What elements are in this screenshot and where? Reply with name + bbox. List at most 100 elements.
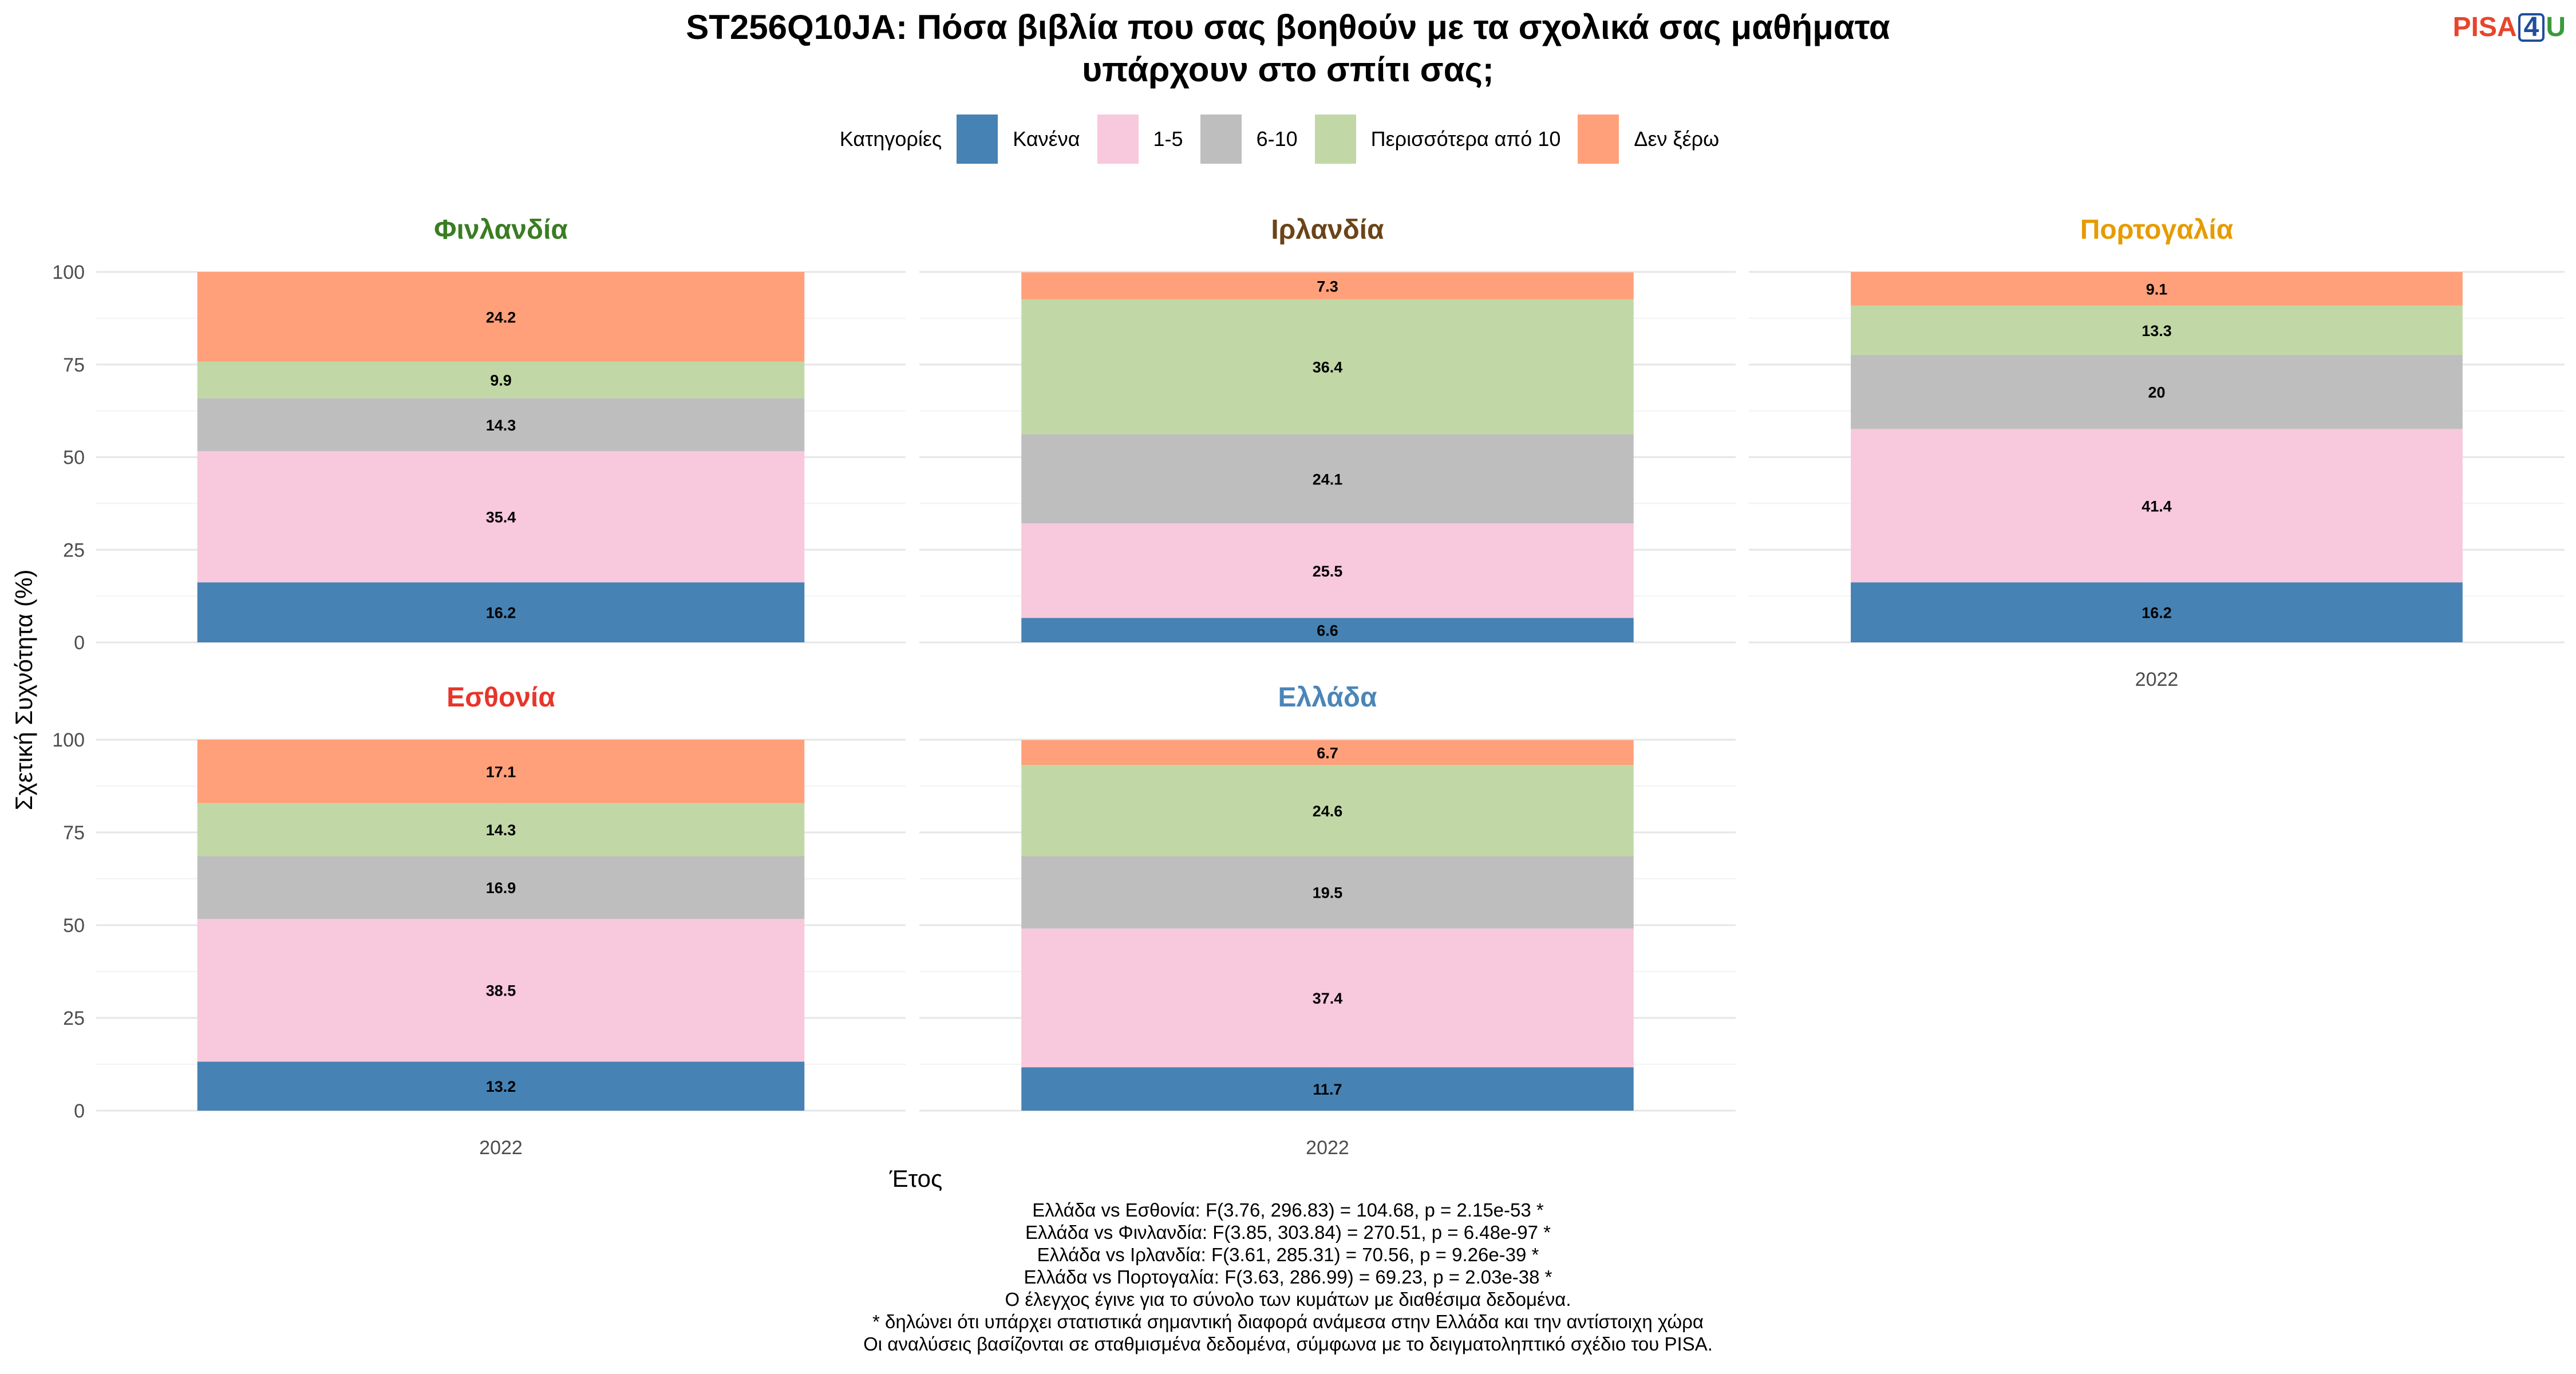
- panel-0-y-tick-label-4: 100: [52, 262, 85, 283]
- panel-4-bar-segment-2: [1021, 856, 1634, 929]
- panel-0-y-tick-label-0: 0: [74, 632, 85, 654]
- note-line-2: Ελλάδα vs Ιρλανδία: F(3.61, 285.31) = 70…: [1037, 1244, 1539, 1265]
- logo-text-four: 4: [2518, 13, 2545, 42]
- panel-3-y-tick-label-2: 50: [63, 915, 85, 937]
- panel-1-data-label-4: 7.3: [1317, 278, 1338, 295]
- panel-0-bar-segment-1: [197, 451, 805, 583]
- panel-4-data-label-4: 6.7: [1317, 744, 1338, 761]
- legend-item-1: 1-5: [1097, 114, 1183, 164]
- legend-item-2: 6-10: [1200, 114, 1298, 164]
- panel-4-data-label-2: 19.5: [1313, 885, 1343, 902]
- x-axis-title: Έτος: [889, 1165, 943, 1192]
- panel-4-title: Ελλάδα: [1278, 682, 1377, 713]
- note-line-0: Ελλάδα vs Εσθονία: F(3.76, 296.83) = 104…: [1032, 1199, 1544, 1221]
- panel-3-y-tick-label-3: 75: [63, 822, 85, 844]
- legend-label-2: 6-10: [1256, 127, 1298, 151]
- panel-2-x-tick-label: 2022: [2135, 669, 2179, 690]
- panel-4-bar-segment-4: [1021, 740, 1634, 765]
- note-line-1: Ελλάδα vs Φινλανδία: F(3.85, 303.84) = 2…: [1025, 1222, 1551, 1243]
- panel-2-data-label-1: 41.4: [2142, 498, 2172, 515]
- legend-swatch-4: [1578, 114, 1619, 164]
- legend-label-1: 1-5: [1153, 127, 1183, 151]
- panel-3-data-label-0: 13.2: [486, 1078, 516, 1095]
- legend-label-4: Δεν ξέρω: [1634, 127, 1720, 151]
- panel-1-title: Ιρλανδία: [1271, 215, 1384, 245]
- legend-item-4: Δεν ξέρω: [1578, 114, 1719, 164]
- panel-2-bar-segment-4: [1851, 272, 2463, 306]
- panel-3-y-tick-label-1: 25: [63, 1008, 85, 1029]
- panel-0-bar-segment-4: [197, 272, 805, 362]
- legend-swatch-1: [1097, 114, 1139, 164]
- note-line-3: Ελλάδα vs Πορτογαλία: F(3.63, 286.99) = …: [1024, 1266, 1552, 1288]
- panel-1-data-label-0: 6.6: [1317, 622, 1338, 639]
- panel-3-data-label-4: 17.1: [486, 763, 516, 780]
- panel-4-bar-segment-1: [1021, 928, 1634, 1068]
- panel-0-data-label-4: 24.2: [486, 309, 516, 326]
- panel-1-data-label-2: 24.1: [1313, 471, 1343, 488]
- panel-3-y-tick-label-0: 0: [74, 1100, 85, 1122]
- panel-2-data-label-2: 20: [2148, 384, 2165, 401]
- chart-title-line-2: υπάρχουν στο σπίτι σας;: [1082, 50, 1494, 89]
- panel-4-data-label-0: 11.7: [1313, 1081, 1342, 1098]
- panel-0-y-tick-label-3: 75: [63, 354, 85, 376]
- legend-swatch-0: [957, 114, 998, 164]
- logo-text-pisa: PISA: [2452, 12, 2517, 42]
- panel-1-bar-segment-3: [1021, 299, 1634, 435]
- panel-1-data-label-3: 36.4: [1313, 359, 1343, 376]
- panel-3-x-tick-label: 2022: [479, 1137, 523, 1159]
- pisa4u-logo: PISA 4 U: [2453, 10, 2566, 45]
- panel-4-data-label-1: 37.4: [1313, 990, 1343, 1007]
- panel-4-x-tick-label: 2022: [1306, 1137, 1349, 1159]
- panel-0-title: Φινλανδία: [434, 215, 568, 245]
- panel-0-bar-segment-0: [197, 582, 805, 642]
- panel-0-bar-segment-3: [197, 361, 805, 398]
- panel-2-bar-segment-0: [1851, 582, 2463, 642]
- legend-item-0: Κανένα: [957, 114, 1080, 164]
- panel-2-bar-segment-3: [1851, 305, 2463, 355]
- panel-2-bar-segment-1: [1851, 429, 2463, 583]
- note-line-5: * δηλώνει ότι υπάρχει στατιστικά σημαντι…: [872, 1311, 1704, 1332]
- chart-title-line-1: ST256Q10JA: Πόσα βιβλία που σας βοηθούν …: [686, 8, 1890, 46]
- panel-0-data-label-1: 35.4: [486, 509, 516, 526]
- panel-3-bar-segment-2: [197, 856, 805, 919]
- panel-3-bar-segment-1: [197, 918, 805, 1062]
- panel-0-y-tick-label-1: 25: [63, 539, 85, 561]
- legend-title: Κατηγορίες: [839, 127, 942, 151]
- statistical-notes: Ελλάδα vs Εσθονία: F(3.76, 296.83) = 104…: [0, 1199, 2576, 1355]
- y-axis-title: Σχετική Συχνότητα (%): [10, 570, 37, 811]
- panel-4-bar-segment-3: [1021, 765, 1634, 856]
- note-line-4: Ο έλεγχος έγινε για το σύνολο των κυμάτω…: [1005, 1289, 1571, 1310]
- legend-swatch-3: [1314, 114, 1356, 164]
- panel-3-data-label-2: 16.9: [486, 879, 516, 897]
- panel-2-title: Πορτογαλία: [2080, 215, 2234, 245]
- panel-1-bar-segment-2: [1021, 434, 1634, 524]
- panel-3-bar-segment-0: [197, 1061, 805, 1111]
- legend-label-3: Περισσότερα από 10: [1370, 127, 1561, 151]
- panel-1-data-label-1: 25.5: [1313, 563, 1343, 580]
- panel-3-data-label-3: 14.3: [486, 822, 516, 839]
- panel-0-data-label-2: 14.3: [486, 417, 516, 434]
- panel-3-data-label-1: 38.5: [486, 982, 516, 1000]
- note-line-6: Οι αναλύσεις βασίζονται σε σταθμισμένα δ…: [863, 1333, 1713, 1355]
- legend-label-0: Κανένα: [1013, 127, 1080, 151]
- panel-2-bar-segment-2: [1851, 354, 2463, 429]
- panel-0-bar-segment-2: [197, 398, 805, 452]
- panel-1-bar-segment-0: [1021, 618, 1634, 642]
- panel-3-bar-segment-4: [197, 740, 805, 803]
- legend-swatch-2: [1200, 114, 1242, 164]
- panel-3-bar-segment-3: [197, 803, 805, 856]
- panel-0-data-label-3: 9.9: [490, 372, 512, 389]
- panel-2-data-label-0: 16.2: [2142, 605, 2172, 622]
- panel-3-title: Εσθονία: [447, 682, 555, 713]
- panel-2-data-label-4: 9.1: [2146, 281, 2168, 298]
- logo-text-u: U: [2546, 12, 2566, 42]
- panel-4-data-label-3: 24.6: [1313, 803, 1343, 820]
- chart-legend: Κατηγορίες Κανένα 1-5 6-10 Περισσότερα από …: [0, 114, 2576, 164]
- panel-1-bar-segment-4: [1021, 272, 1634, 299]
- panel-0-y-tick-label-2: 50: [63, 447, 85, 469]
- legend-item-3: Περισσότερα από 10: [1314, 114, 1561, 164]
- panel-0-data-label-0: 16.2: [486, 605, 516, 622]
- panel-4-bar-segment-0: [1021, 1067, 1634, 1111]
